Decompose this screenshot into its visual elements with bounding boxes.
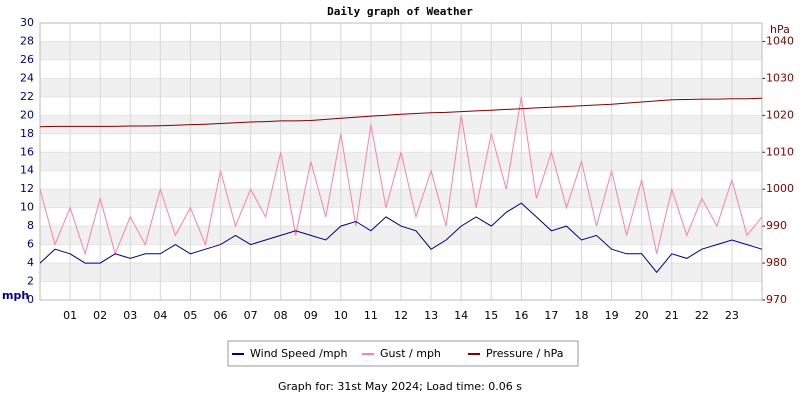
x-tick-label: 10 (334, 309, 348, 322)
y-tick-label: 2 (27, 275, 34, 288)
y-tick-label: 8 (27, 219, 34, 232)
x-tick-label: 14 (454, 309, 468, 322)
y-tick-label: 20 (20, 108, 34, 121)
legend-label: Wind Speed /mph (250, 347, 348, 360)
x-tick-label: 23 (725, 309, 739, 322)
x-tick-label: 15 (484, 309, 498, 322)
y-tick-label: 26 (20, 53, 34, 66)
y2-tick-label: 970 (766, 293, 787, 306)
series-line (39, 96, 763, 256)
y-axis-label: mph (2, 289, 29, 302)
x-tick-label: 09 (304, 309, 318, 322)
y2-tick-label: 1040 (766, 34, 794, 47)
series-line (39, 97, 763, 128)
x-tick-label: 04 (153, 309, 167, 322)
y-tick-label: 28 (20, 34, 34, 47)
x-tick-label: 16 (514, 309, 528, 322)
x-tick-label: 02 (93, 309, 107, 322)
x-tick-label: 18 (575, 309, 589, 322)
x-tick-label: 08 (274, 309, 288, 322)
legend-label: Pressure / hPa (486, 347, 564, 360)
plot-area: 0246810121416182022242628309709809901000… (20, 16, 794, 322)
plot-frame (39, 22, 763, 301)
footer: Graph for: 31st May 2024; Load time: 0.0… (278, 380, 522, 393)
x-tick-label: 11 (364, 309, 378, 322)
legend: Wind Speed /mph Gust / mph Pressure / hPa (232, 347, 564, 360)
x-tick-label: 21 (665, 309, 679, 322)
y-tick-label: 14 (20, 164, 34, 177)
y2-tick-label: 1010 (766, 145, 794, 158)
y2-tick-label: 1030 (766, 71, 794, 84)
y-tick-label: 6 (27, 238, 34, 251)
chart-title: Daily graph of Weather (327, 5, 473, 18)
x-tick-label: 06 (214, 309, 228, 322)
x-tick-label: 22 (695, 309, 709, 322)
x-tick-label: 12 (394, 309, 408, 322)
y-tick-label: 16 (20, 145, 34, 158)
legend-box (227, 340, 579, 367)
x-tick-label: 03 (123, 309, 137, 322)
x-tick-label: 05 (183, 309, 197, 322)
y-tick-label: 4 (27, 256, 34, 269)
x-tick-label: 01 (63, 309, 77, 322)
y2-tick-label: 990 (766, 219, 787, 232)
x-tick-label: 13 (424, 309, 438, 322)
y-tick-label: 30 (20, 16, 34, 29)
x-tick-label: 17 (544, 309, 558, 322)
series-line (39, 202, 763, 274)
y-tick-label: 22 (20, 90, 34, 103)
y2-axis-label: hPa (770, 23, 790, 36)
y-tick-label: 24 (20, 71, 34, 84)
y-tick-label: 10 (20, 201, 34, 214)
y-tick-label: 0 (27, 293, 34, 306)
y2-tick-label: 1020 (766, 108, 794, 121)
x-tick-label: 07 (244, 309, 258, 322)
legend-label: Gust / mph (380, 347, 441, 360)
x-tick-label: 19 (605, 309, 619, 322)
y-tick-label: 12 (20, 182, 34, 195)
y2-tick-label: 1000 (766, 182, 794, 195)
y-tick-label: 18 (20, 127, 34, 140)
y2-tick-label: 980 (766, 256, 787, 269)
x-tick-label: 20 (635, 309, 649, 322)
